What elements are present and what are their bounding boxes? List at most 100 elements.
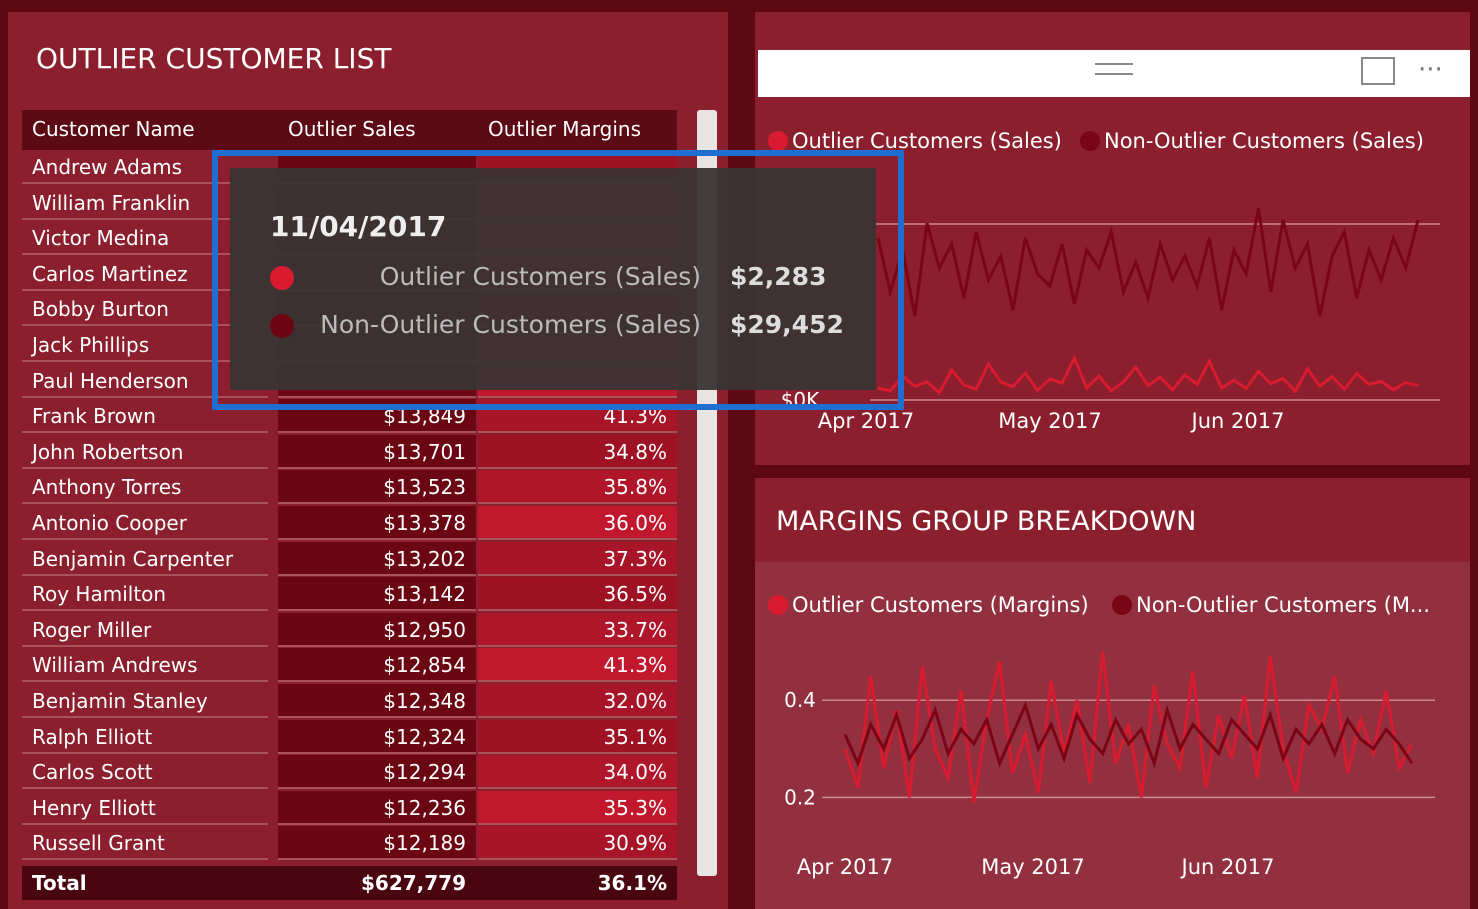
chart-title: MARGINS GROUP BREAKDOWN xyxy=(776,506,1196,537)
series-line xyxy=(876,207,1420,317)
legend-label: Non-Outlier Customers (Sales) xyxy=(1104,129,1424,153)
sales-cell-bg xyxy=(278,612,476,647)
row-name: Ralph Elliott xyxy=(22,720,268,754)
margin-cell-bg xyxy=(478,577,677,612)
row-name: Antonio Cooper xyxy=(22,506,268,540)
row-name: Russell Grant xyxy=(22,826,268,861)
row-name: Bobby Burton xyxy=(22,292,268,327)
row-sales: $13,701 xyxy=(383,439,466,464)
margin-cell-bg xyxy=(478,648,677,683)
margin-cell-bg xyxy=(478,755,677,790)
row-name: Roy Hamilton xyxy=(22,577,268,612)
tooltip-value: $2,283 xyxy=(730,262,827,291)
legend-label: Outlier Customers (Sales) xyxy=(792,129,1062,153)
x-tick-label: May 2017 xyxy=(981,855,1085,879)
legend-dot xyxy=(768,131,788,151)
sales-cell-bg xyxy=(278,506,476,540)
sales-cell-bg xyxy=(278,541,476,576)
margin-cell-bg xyxy=(478,506,677,540)
legend-dot xyxy=(1112,595,1132,615)
row-name: Carlos Scott xyxy=(22,755,268,790)
tooltip: 11/04/2017 Outlier Customers (Sales) $2,… xyxy=(230,168,876,390)
row-margin: 41.3% xyxy=(603,653,667,678)
margin-cell-bg xyxy=(478,612,677,647)
y-tick-label: 0.2 xyxy=(784,785,816,809)
sales-cell-bg xyxy=(278,577,476,612)
row-name: William Franklin xyxy=(22,186,268,220)
sales-cell-bg xyxy=(278,648,476,683)
sales-cell-bg xyxy=(278,434,476,469)
column-header: Outlier Sales xyxy=(288,117,416,141)
row-sales: $13,523 xyxy=(383,475,466,500)
sales-cell-bg xyxy=(278,684,476,718)
row-margin: 35.3% xyxy=(603,795,667,820)
row-margin: 32.0% xyxy=(603,689,667,713)
highlight-box xyxy=(212,150,904,410)
row-name: Andrew Adams xyxy=(22,150,268,184)
tooltip-label: Non-Outlier Customers (Sales) xyxy=(320,310,701,339)
sales-cell-bg xyxy=(278,719,476,754)
column-header: Customer Name xyxy=(32,117,195,141)
sales-cell-bg xyxy=(278,790,476,825)
tooltip-dot xyxy=(270,314,294,338)
total-bg xyxy=(22,866,677,900)
row-margin: 35.1% xyxy=(603,724,667,749)
y-tick-label: 0.4 xyxy=(784,688,816,712)
row-name: William Andrews xyxy=(22,648,268,683)
margin-cell-bg xyxy=(478,541,677,576)
row-sales: $12,294 xyxy=(383,760,466,785)
legend-dot xyxy=(1080,131,1100,151)
tooltip-dot xyxy=(270,266,294,290)
total-cell: $627,779 xyxy=(360,871,466,895)
legend-dot xyxy=(768,595,788,615)
tooltip-date: 11/04/2017 xyxy=(270,210,447,243)
margin-cell-bg xyxy=(478,790,677,825)
focus-icon[interactable] xyxy=(1361,57,1395,85)
column-header: Outlier Margins xyxy=(488,117,641,141)
row-name: Frank Brown xyxy=(22,399,268,434)
row-sales: $12,324 xyxy=(383,724,466,749)
more-icon[interactable]: ··· xyxy=(1418,55,1443,85)
row-name: Roger Miller xyxy=(22,613,268,647)
row-sales: $12,950 xyxy=(383,617,466,642)
row-sales: $13,378 xyxy=(383,511,466,535)
row-sales: $13,202 xyxy=(383,546,466,571)
row-name: Victor Medina xyxy=(22,221,268,256)
row-name: John Robertson xyxy=(22,435,268,469)
row-margin: 36.5% xyxy=(603,582,667,607)
series-line xyxy=(877,354,1419,396)
row-sales: $12,854 xyxy=(383,653,466,678)
row-name: Jack Phillips xyxy=(22,328,268,362)
total-cell: Total xyxy=(32,871,87,895)
margin-cell-bg xyxy=(478,826,677,861)
tooltip-label: Outlier Customers (Sales) xyxy=(379,262,701,291)
x-tick-label: May 2017 xyxy=(998,409,1102,433)
row-sales: $13,142 xyxy=(383,582,466,607)
legend-label: Outlier Customers (Margins) xyxy=(792,593,1089,617)
row-name: Anthony Torres xyxy=(22,470,268,505)
x-tick-label: Jun 2017 xyxy=(1190,409,1285,433)
sales-cell-bg xyxy=(278,755,476,790)
margin-cell-bg xyxy=(478,719,677,754)
row-name: Carlos Martinez xyxy=(22,257,268,291)
row-name: Henry Elliott xyxy=(22,791,268,825)
sales-cell-bg xyxy=(278,470,476,505)
series-line xyxy=(843,651,1414,803)
row-margin: 37.3% xyxy=(603,546,667,571)
x-tick-label: Jun 2017 xyxy=(1180,855,1275,879)
row-sales: $12,348 xyxy=(383,689,466,713)
legend-label: Non-Outlier Customers (M... xyxy=(1136,593,1430,617)
series-line xyxy=(843,700,1414,769)
row-name: Benjamin Carpenter xyxy=(22,542,268,576)
x-tick-label: Apr 2017 xyxy=(818,409,914,433)
row-sales: $12,189 xyxy=(383,831,466,856)
row-name: Benjamin Stanley xyxy=(22,684,268,718)
row-name: Paul Henderson xyxy=(22,364,268,398)
margin-cell-bg xyxy=(478,470,677,505)
table-title: OUTLIER CUSTOMER LIST xyxy=(36,42,392,75)
row-margin: 34.0% xyxy=(603,760,667,785)
x-tick-label: Apr 2017 xyxy=(797,855,893,879)
sales-cell-bg xyxy=(278,826,476,861)
